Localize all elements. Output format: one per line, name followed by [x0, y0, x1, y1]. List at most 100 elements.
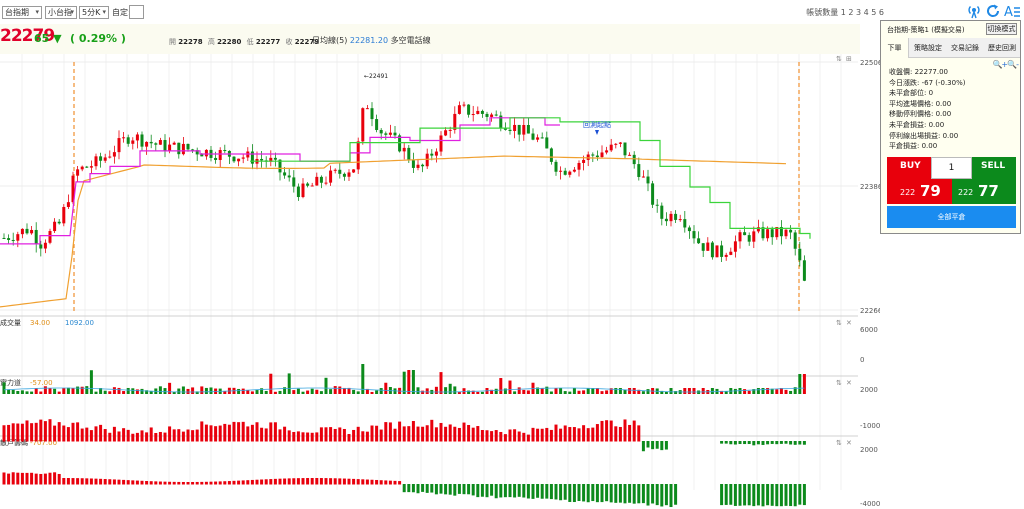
- volume-bar: [563, 391, 567, 394]
- candle-body: [766, 229, 770, 239]
- refresh-icon[interactable]: [985, 3, 1001, 19]
- retail-chip-bar: [57, 473, 61, 485]
- candle-body: [402, 147, 406, 152]
- retail-chip-bar: [646, 484, 650, 506]
- candle-body: [490, 114, 494, 117]
- candle-body: [609, 144, 613, 151]
- strength-bar: [554, 424, 558, 442]
- chart-area[interactable]: 22506 22386 22266 ←22491 回測起點 ⇅ ⊞ 成交量 34.00 1092.…: [0, 24, 880, 509]
- strength-bar: [145, 432, 149, 442]
- strength-bar: [664, 441, 668, 450]
- strength-bar: [191, 430, 195, 442]
- symbol-select[interactable]: 台指期 ▾: [2, 6, 42, 19]
- strength-bar: [444, 426, 448, 442]
- exchange-select[interactable]: 小台指 ▾: [45, 6, 77, 19]
- candle-body: [333, 169, 337, 171]
- retail-chip-bar: [779, 484, 783, 507]
- tab-backtest-history[interactable]: 歷史回測: [988, 44, 1016, 52]
- strength-bar: [756, 441, 760, 445]
- strength-bar: [237, 422, 241, 442]
- retail-chip-bar: [140, 480, 144, 485]
- quantity-input[interactable]: 1: [931, 157, 972, 179]
- retail-chip-bar: [724, 484, 728, 505]
- ask-price-button[interactable]: 222 77: [952, 179, 1016, 204]
- subpanel-axis-label: -1000: [860, 422, 880, 430]
- volume-bar: [384, 382, 388, 394]
- strength-bar: [227, 424, 231, 442]
- volume-bar: [674, 391, 678, 394]
- candle-body: [66, 202, 70, 207]
- tab-order[interactable]: 下單: [881, 38, 909, 58]
- retail-chip-bar: [347, 478, 351, 485]
- volume-bar: [743, 389, 747, 394]
- candle-body: [214, 157, 218, 160]
- volume-bar: [480, 391, 484, 394]
- candle-body: [269, 157, 273, 162]
- volume-bar: [296, 388, 300, 394]
- strength-bar: [618, 426, 622, 442]
- volume-bar: [779, 388, 783, 394]
- volume-bar: [503, 388, 507, 394]
- retail-chip-bar: [99, 478, 103, 485]
- retail-chip-bar: [135, 480, 139, 485]
- bid-price-button[interactable]: 222 79: [887, 179, 952, 204]
- volume-bar: [168, 382, 172, 394]
- retail-chip-bar: [747, 484, 751, 506]
- retail-chip-bar: [720, 484, 724, 506]
- strength-bar: [48, 419, 52, 442]
- volume-bar: [411, 370, 415, 394]
- retail-chip-bar: [7, 473, 11, 485]
- volume-bar: [25, 391, 29, 394]
- candle-body: [71, 175, 75, 203]
- candle-body: [710, 242, 714, 258]
- custom-period-input[interactable]: [129, 5, 144, 19]
- strength-bar: [770, 441, 774, 444]
- strength-bar: [467, 424, 471, 442]
- high-value: 22280: [217, 38, 242, 46]
- zoom-out-icon[interactable]: 🔍-: [1007, 60, 1019, 69]
- retail-chip-bar: [103, 479, 107, 485]
- volume-bar: [186, 388, 190, 394]
- retail-chip-bar: [444, 484, 448, 495]
- broadcast-icon[interactable]: [966, 3, 982, 19]
- price-axis-label: 22386: [860, 183, 880, 191]
- volume-bar: [204, 387, 208, 394]
- strength-bar: [214, 426, 218, 442]
- volume-bar: [66, 387, 70, 394]
- volume-bar: [333, 386, 337, 394]
- strength-bar: [453, 426, 457, 442]
- volume-bar: [287, 373, 291, 394]
- candle-body: [462, 104, 466, 106]
- tab-trade-records[interactable]: 交易記錄: [951, 44, 979, 52]
- volume-bar: [669, 388, 673, 394]
- order-entry: BUY 1 SELL 222 79 222 77: [887, 157, 1016, 204]
- switch-mode-button[interactable]: 切換模式: [986, 23, 1017, 35]
- font-setting-icon[interactable]: A: [1004, 3, 1020, 19]
- period-select[interactable]: 5分K ▾: [79, 6, 109, 19]
- candle-body: [540, 137, 544, 139]
- volume-bar: [582, 390, 586, 394]
- volume-ma-line: [3, 387, 805, 393]
- strength-bar: [112, 426, 116, 442]
- retail-chip-bar: [572, 484, 576, 503]
- last-price: 22279: [0, 26, 55, 46]
- candle-body: [117, 138, 121, 153]
- zoom-in-icon[interactable]: 🔍+: [992, 60, 1008, 69]
- strength-bar: [425, 425, 429, 442]
- buy-label: BUY: [900, 161, 921, 171]
- retail-chip-bar: [108, 479, 112, 485]
- retail-chip-bar: [356, 479, 360, 485]
- retail-chip-bar: [260, 479, 264, 485]
- strength-bar: [733, 441, 737, 445]
- strength-bar: [200, 421, 204, 442]
- candle-body: [729, 251, 733, 255]
- tab-strategy-settings[interactable]: 策略設定: [914, 44, 942, 52]
- strength-bar: [513, 429, 517, 442]
- strength-bar: [99, 424, 103, 442]
- close-all-button[interactable]: 全部平倉: [887, 206, 1016, 228]
- retail-chip-bar: [62, 478, 66, 485]
- volume-bar: [683, 388, 687, 394]
- ma-label: 日均線(5): [312, 36, 348, 45]
- candle-body: [306, 183, 310, 186]
- candle-body: [158, 140, 162, 145]
